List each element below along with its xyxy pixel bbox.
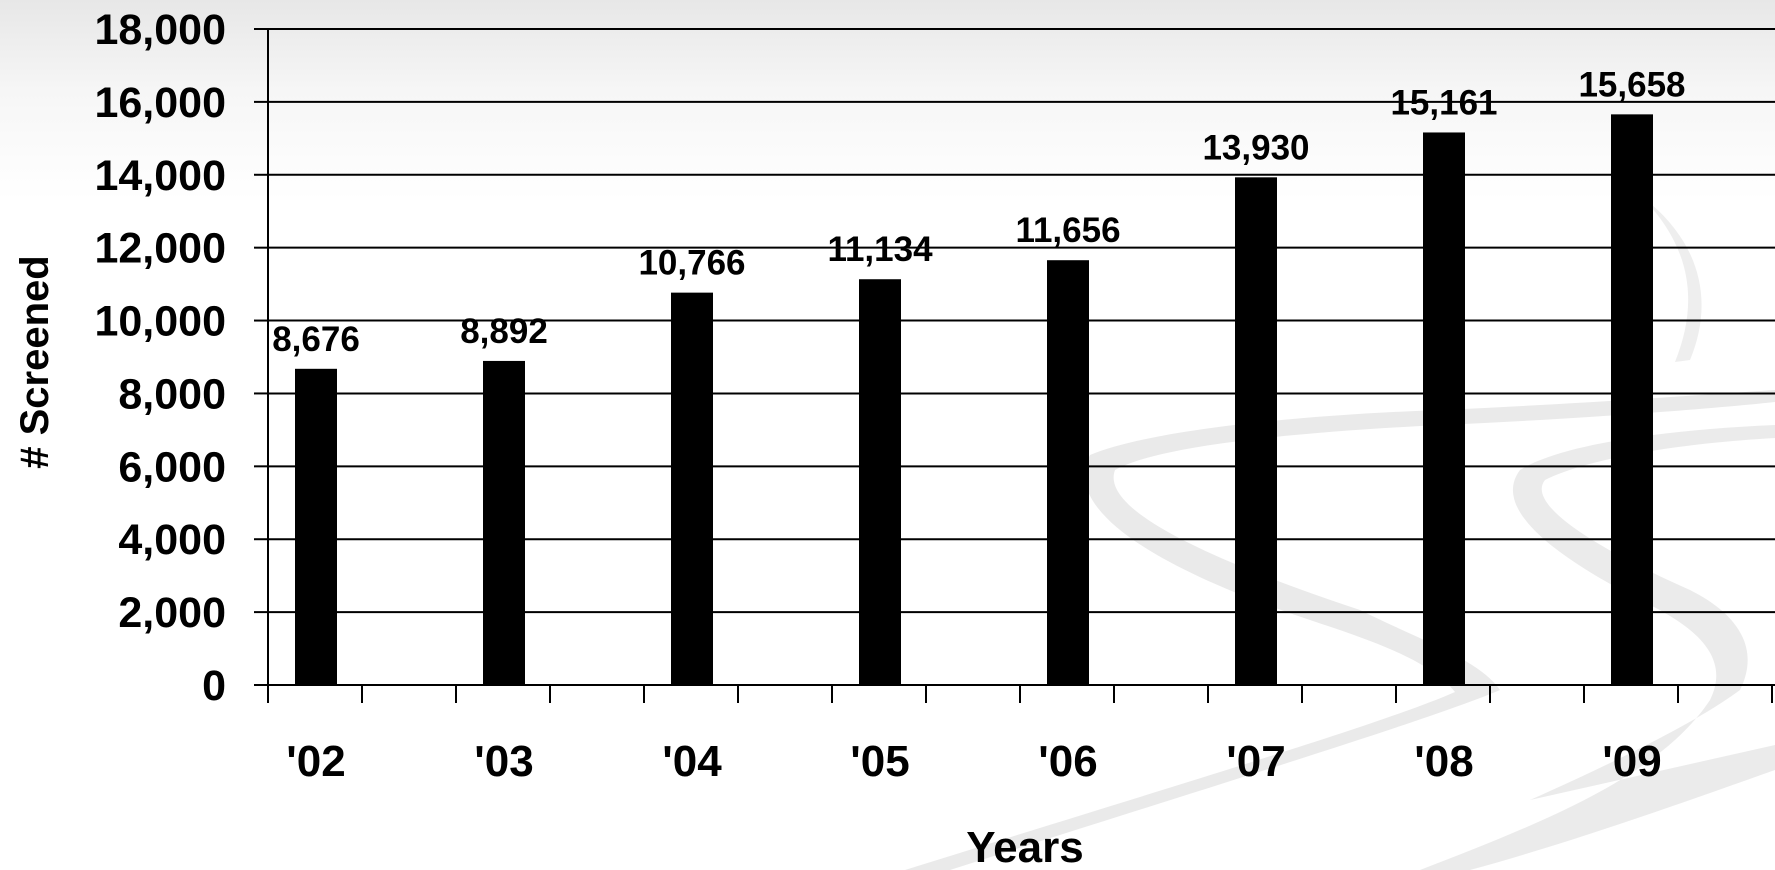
y-tick-label: 4,000	[118, 516, 226, 564]
bar-06	[1047, 260, 1089, 685]
y-tick-label: 18,000	[94, 6, 226, 54]
data-label: 11,134	[827, 230, 933, 269]
bar-02	[295, 368, 337, 685]
x-tick-label: '09	[1602, 737, 1661, 786]
bar-07	[1235, 177, 1277, 685]
y-tick-label: 8,000	[118, 370, 226, 418]
y-tick-label: 14,000	[94, 152, 226, 200]
y-tick-label: 0	[202, 662, 226, 710]
bar-09	[1611, 114, 1653, 685]
x-tick-label: '04	[662, 737, 722, 786]
bar-05	[859, 279, 901, 685]
x-tick-label: '06	[1038, 737, 1097, 786]
bars	[295, 114, 1653, 686]
x-tick-label: '02	[286, 737, 345, 786]
data-labels: 8,676 8,892 10,766 11,134 11,656 13,930 15,161…	[272, 65, 1685, 358]
y-tick-label: 16,000	[94, 79, 226, 127]
axes	[254, 28, 1775, 703]
bar-03	[483, 360, 525, 685]
x-tick-label: '05	[850, 737, 909, 786]
x-tick-label: '08	[1414, 737, 1473, 786]
background-swoosh	[905, 195, 1775, 870]
y-tick-label: 10,000	[94, 298, 226, 346]
x-axis-title: Years	[966, 823, 1083, 870]
y-tick-label: 12,000	[94, 225, 226, 273]
y-tick-label: 2,000	[118, 589, 226, 637]
data-label: 15,161	[1390, 83, 1497, 122]
y-tick-label: 6,000	[118, 443, 226, 491]
data-label: 8,676	[272, 320, 360, 359]
x-tick-label: '03	[474, 737, 533, 786]
data-label: 11,656	[1015, 211, 1120, 250]
x-tick-label: '07	[1226, 737, 1285, 786]
bar-08	[1423, 132, 1465, 686]
data-label: 15,658	[1578, 65, 1685, 104]
bar-04	[671, 292, 713, 685]
y-axis-title: # Screened	[13, 255, 57, 468]
data-label: 8,892	[460, 312, 548, 351]
y-tick-labels: 0 2,000 4,000 6,000 8,000 10,000 12,000 14,000 1…	[94, 6, 226, 710]
data-label: 10,766	[638, 244, 745, 283]
x-tick-labels: '02 '03 '04 '05 '06 '07 '08 '09	[286, 737, 1661, 786]
gridlines	[268, 28, 1775, 614]
data-label: 13,930	[1202, 128, 1309, 167]
